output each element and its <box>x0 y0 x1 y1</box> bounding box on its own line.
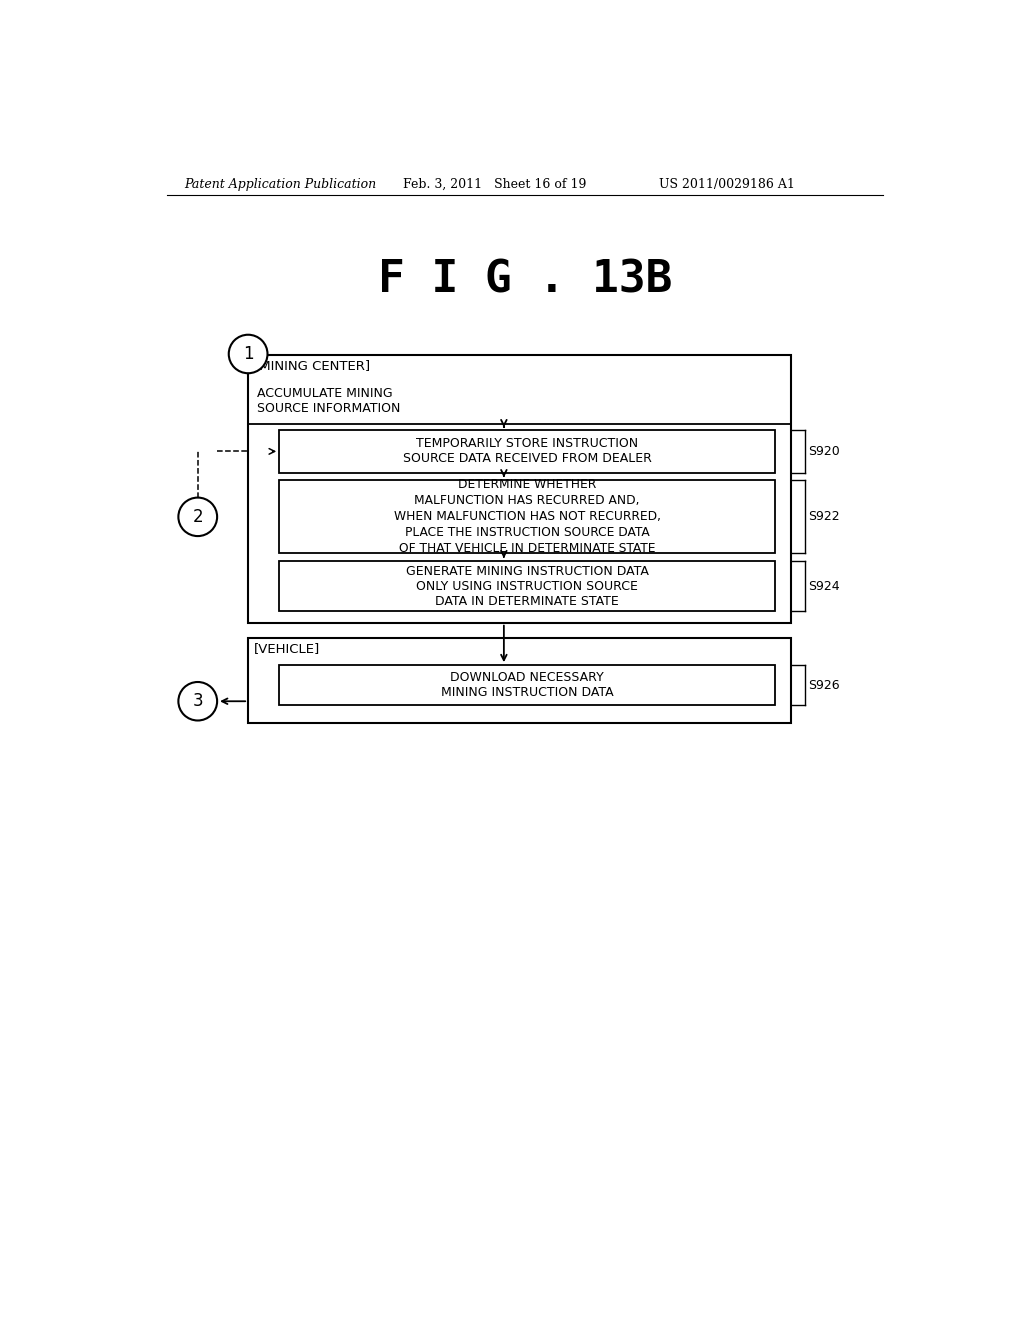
Text: [MINING CENTER]: [MINING CENTER] <box>254 359 371 372</box>
Text: GENERATE MINING INSTRUCTION DATA
ONLY USING INSTRUCTION SOURCE
DATA IN DETERMINA: GENERATE MINING INSTRUCTION DATA ONLY US… <box>406 565 648 607</box>
Text: DETERMINE WHETHER
MALFUNCTION HAS RECURRED AND,
WHEN MALFUNCTION HAS NOT RECURRE: DETERMINE WHETHER MALFUNCTION HAS RECURR… <box>393 478 660 556</box>
Circle shape <box>178 498 217 536</box>
Text: F I G . 13B: F I G . 13B <box>378 259 672 301</box>
Text: US 2011/0029186 A1: US 2011/0029186 A1 <box>658 178 795 190</box>
Text: Feb. 3, 2011   Sheet 16 of 19: Feb. 3, 2011 Sheet 16 of 19 <box>403 178 587 190</box>
Text: Patent Application Publication: Patent Application Publication <box>183 178 376 190</box>
Bar <box>248 355 791 623</box>
Circle shape <box>228 335 267 374</box>
Text: DOWNLOAD NECESSARY
MINING INSTRUCTION DATA: DOWNLOAD NECESSARY MINING INSTRUCTION DA… <box>440 671 613 700</box>
Bar <box>280 480 775 553</box>
Bar <box>280 665 775 705</box>
Circle shape <box>178 682 217 721</box>
Text: S922: S922 <box>808 511 840 523</box>
Text: 1: 1 <box>243 345 253 363</box>
Text: S920: S920 <box>808 445 840 458</box>
Text: TEMPORARILY STORE INSTRUCTION
SOURCE DATA RECEIVED FROM DEALER: TEMPORARILY STORE INSTRUCTION SOURCE DAT… <box>402 437 651 466</box>
Text: [VEHICLE]: [VEHICLE] <box>254 642 321 655</box>
Text: S926: S926 <box>808 678 840 692</box>
Text: S924: S924 <box>808 579 840 593</box>
Bar <box>280 430 775 473</box>
Text: 3: 3 <box>193 692 203 710</box>
Text: ACCUMULATE MINING
SOURCE INFORMATION: ACCUMULATE MINING SOURCE INFORMATION <box>257 387 400 414</box>
Text: 2: 2 <box>193 508 203 525</box>
Bar <box>248 638 791 723</box>
Bar <box>280 561 775 611</box>
